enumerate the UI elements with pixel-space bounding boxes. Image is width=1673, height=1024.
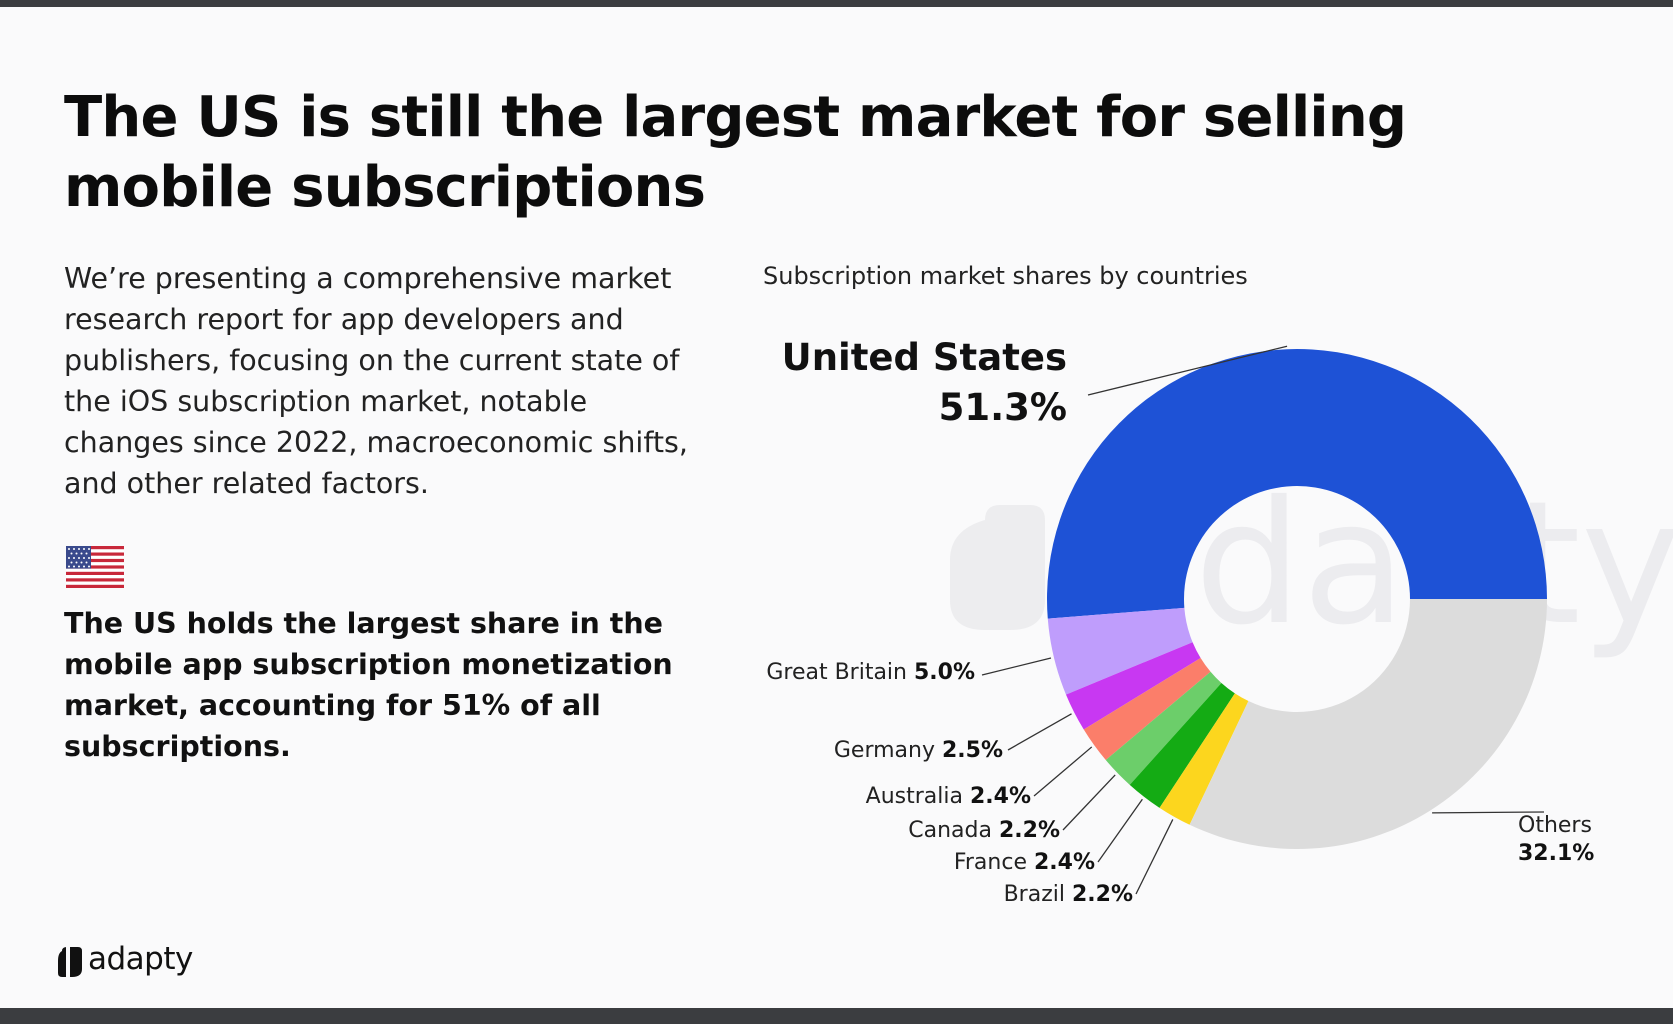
label-name-germany: Germany bbox=[834, 738, 942, 763]
slice-others bbox=[1189, 599, 1547, 850]
us-flag-icon bbox=[66, 546, 124, 588]
label-value-great-britain: 5.0% bbox=[914, 660, 975, 685]
logo-text: adapty bbox=[88, 941, 193, 977]
watermark-logo-mark bbox=[950, 505, 1045, 630]
label-germany: Germany 2.5% bbox=[834, 738, 1003, 763]
slice-united-states bbox=[1047, 348, 1547, 619]
adapty-logo: adapty bbox=[58, 941, 218, 985]
label-value-canada: 2.2% bbox=[999, 818, 1060, 843]
slice-france bbox=[1129, 682, 1235, 808]
label-value-france: 2.4% bbox=[1034, 850, 1095, 875]
label-value-brazil: 2.2% bbox=[1072, 882, 1133, 907]
leader-line-brazil bbox=[1135, 819, 1174, 895]
leader-line-united-states bbox=[1087, 345, 1288, 396]
leader-line-great-britain bbox=[981, 657, 1052, 676]
label-brazil: Brazil 2.2% bbox=[1004, 882, 1133, 907]
label-value-others: 32.1% bbox=[1518, 841, 1594, 866]
label-great-britain: Great Britain 5.0% bbox=[766, 660, 975, 685]
label-canada: Canada 2.2% bbox=[908, 818, 1060, 843]
label-france: France 2.4% bbox=[954, 850, 1095, 875]
headline: The US is still the largest market for s… bbox=[64, 85, 1407, 220]
label-value-australia: 2.4% bbox=[970, 784, 1031, 809]
slice-brazil bbox=[1159, 693, 1249, 825]
label-leader-lines bbox=[981, 345, 1545, 895]
adapty-logo-mark bbox=[58, 947, 82, 977]
label-name-united-states: United States bbox=[782, 336, 1067, 379]
leader-line-germany bbox=[1007, 713, 1072, 751]
leader-line-canada bbox=[1062, 774, 1116, 831]
donut-slices bbox=[1047, 348, 1547, 850]
label-value-united-states: 51.3% bbox=[939, 386, 1067, 429]
highlight-statement: The US holds the largest share in the mo… bbox=[64, 607, 673, 763]
label-name-others: Others bbox=[1518, 813, 1592, 838]
slice-australia bbox=[1083, 657, 1211, 761]
label-name-canada: Canada bbox=[908, 818, 999, 843]
label-name-australia: Australia bbox=[866, 784, 970, 809]
label-value-germany: 2.5% bbox=[942, 738, 1003, 763]
label-name-great-britain: Great Britain bbox=[766, 660, 914, 685]
intro-paragraph: We’re presenting a comprehensive market … bbox=[64, 262, 688, 500]
slice-germany bbox=[1065, 642, 1201, 730]
leader-line-france bbox=[1097, 798, 1143, 863]
slice-great-britain bbox=[1047, 607, 1193, 695]
leader-line-australia bbox=[1033, 746, 1093, 797]
label-name-france: France bbox=[954, 850, 1034, 875]
slice-labels: United States 51.3% Great Britain 5.0% Germ… bbox=[766, 336, 1594, 907]
leader-line-others bbox=[1432, 811, 1545, 814]
slice-canada bbox=[1105, 671, 1222, 785]
window-top-bar bbox=[0, 0, 1673, 7]
chart-title: Subscription market shares by countries bbox=[763, 262, 1248, 290]
label-australia: Australia 2.4% bbox=[866, 784, 1031, 809]
label-name-brazil: Brazil bbox=[1004, 882, 1072, 907]
window-bottom-bar bbox=[0, 1008, 1673, 1024]
